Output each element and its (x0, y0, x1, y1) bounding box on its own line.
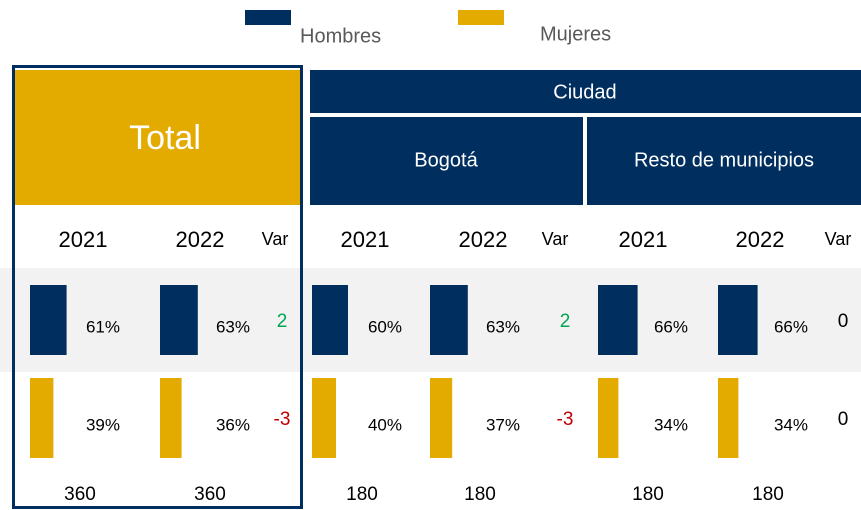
year-label: 2022 (176, 227, 225, 252)
bar (430, 378, 453, 458)
bar-label: 60% (368, 317, 402, 336)
var-value: -3 (274, 409, 291, 430)
group-title: Resto de municipios (634, 149, 814, 171)
sample-size: 180 (464, 484, 496, 505)
sample-size: 180 (346, 484, 378, 505)
bar (718, 378, 739, 458)
bar (598, 285, 638, 355)
bar-label: 63% (486, 317, 520, 336)
bar (598, 378, 619, 458)
legend-label: Mujeres (540, 23, 611, 45)
var-value: -3 (557, 409, 574, 430)
sample-size: 360 (64, 484, 96, 505)
bar-label: 66% (654, 317, 688, 336)
ciudad-header (310, 70, 861, 113)
legend-swatch (245, 10, 291, 25)
ciudad-title: Ciudad (553, 81, 616, 103)
bar-label: 63% (216, 317, 250, 336)
bar-label: 61% (86, 317, 120, 336)
var-label: Var (825, 229, 852, 249)
year-label: 2021 (59, 227, 108, 252)
var-label: Var (542, 229, 569, 249)
year-label: 2022 (459, 227, 508, 252)
sample-size: 180 (632, 484, 664, 505)
bar (718, 285, 758, 355)
bar (160, 285, 198, 355)
total-frame (12, 65, 303, 509)
bar-label: 34% (774, 415, 808, 434)
bar (312, 285, 348, 355)
sample-size: 360 (194, 484, 226, 505)
bar-label: 39% (86, 415, 120, 434)
bar (160, 378, 182, 458)
bar-label: 36% (216, 415, 250, 434)
bar-label: 40% (368, 415, 402, 434)
group-title: Bogotá (414, 149, 478, 171)
resto-header (587, 117, 861, 205)
bar (312, 378, 336, 458)
bar (30, 378, 54, 458)
group-title: Total (129, 119, 201, 157)
legend-label: Hombres (300, 25, 381, 47)
var-label: Var (262, 229, 289, 249)
year-label: 2022 (736, 227, 785, 252)
var-value: 0 (838, 409, 849, 430)
year-label: 2021 (619, 227, 668, 252)
bar-label: 37% (486, 415, 520, 434)
bar (30, 285, 67, 355)
var-value: 2 (560, 311, 571, 332)
bar-label: 34% (654, 415, 688, 434)
bogota-header (310, 117, 583, 205)
total-header (12, 70, 300, 205)
sample-size: 180 (752, 484, 784, 505)
bar (430, 285, 468, 355)
var-value: 2 (277, 311, 288, 332)
bar-label: 66% (774, 317, 808, 336)
var-value: 0 (838, 311, 849, 332)
year-label: 2021 (341, 227, 390, 252)
legend-swatch (458, 10, 504, 25)
